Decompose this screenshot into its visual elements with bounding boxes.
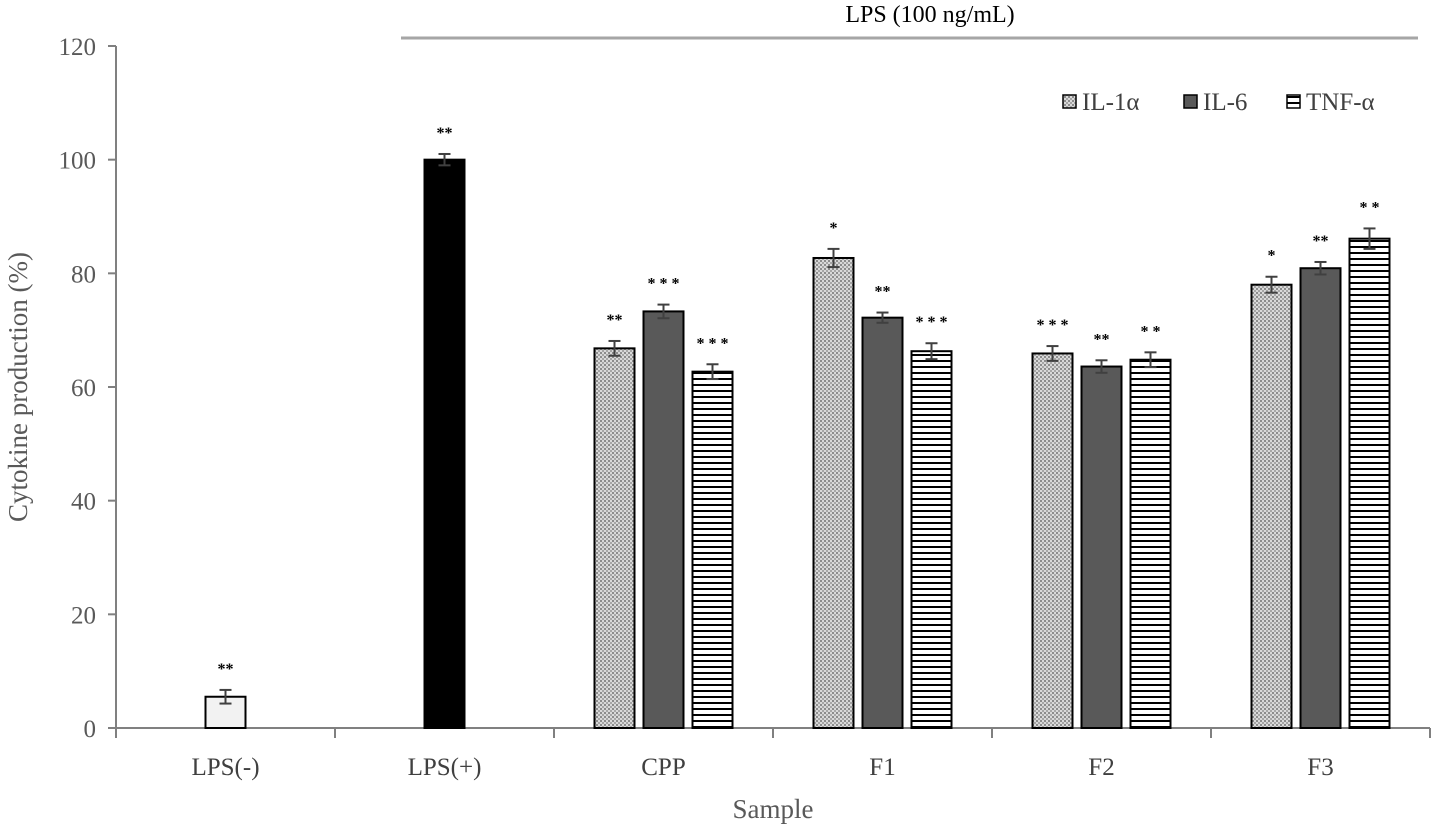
bars-group: ******* * ** * ***** * * * * *** * ***** * bbox=[204, 125, 1391, 729]
y-tick-label: 20 bbox=[71, 602, 96, 629]
y-tick-label: 100 bbox=[59, 148, 97, 175]
control-1-significance: ** bbox=[437, 125, 453, 142]
x-axis-title: Sample bbox=[733, 794, 814, 824]
legend-swatch bbox=[1183, 94, 1198, 109]
x-category-label: F2 bbox=[1088, 754, 1114, 781]
legend-label: TNF-α bbox=[1306, 89, 1375, 116]
group-1-series-2-bar bbox=[910, 350, 953, 729]
y-axis-title: Cytokine production (%) bbox=[3, 252, 33, 522]
legend-swatch bbox=[1286, 94, 1301, 109]
group-3-series-1-significance: ** bbox=[1313, 233, 1329, 250]
y-tick-label: 80 bbox=[71, 261, 96, 288]
group-3-series-2-bar bbox=[1348, 237, 1391, 729]
control-0-significance: ** bbox=[218, 661, 234, 678]
legend: IL-1α IL-6 TNF-α bbox=[1062, 89, 1375, 116]
group-2-series-1-bar bbox=[1080, 365, 1123, 729]
legend-label: IL-6 bbox=[1203, 89, 1247, 116]
group-1-series-1-bar bbox=[861, 316, 904, 729]
group-1-series-2-significance: * * * bbox=[916, 314, 948, 331]
group-0-series-2-bar bbox=[691, 370, 734, 729]
x-category-label: CPP bbox=[641, 754, 685, 781]
group-0-series-1-significance: * * * bbox=[648, 276, 680, 293]
y-axis-ticks: 0 20 40 60 80 100 120 bbox=[59, 34, 116, 743]
group-3-series-0-significance: * bbox=[1268, 248, 1276, 265]
x-category-label: F1 bbox=[869, 754, 895, 781]
group-0-series-2-significance: * * * bbox=[697, 335, 729, 352]
y-tick-label: 60 bbox=[71, 375, 96, 402]
group-1-series-0-significance: * bbox=[830, 220, 838, 237]
y-tick-label: 40 bbox=[71, 489, 96, 516]
x-axis-ticks: LPS(-) LPS(+) CPP F1 F2 F3 bbox=[115, 728, 1431, 781]
group-2-series-1-significance: ** bbox=[1094, 331, 1110, 348]
group-2-series-2-significance: * * bbox=[1141, 323, 1161, 340]
legend-swatch bbox=[1062, 94, 1077, 109]
group-3-series-2-significance: * * bbox=[1360, 199, 1380, 216]
y-tick-label: 0 bbox=[84, 716, 97, 743]
x-category-label: LPS(-) bbox=[191, 754, 259, 781]
x-category-label: LPS(+) bbox=[408, 754, 482, 781]
group-1-series-0-bar bbox=[812, 256, 855, 729]
group-3-series-1-bar bbox=[1299, 267, 1342, 729]
group-0-series-1-bar bbox=[642, 310, 685, 729]
control-1-bar bbox=[423, 158, 466, 729]
group-0-series-0-bar bbox=[593, 347, 636, 729]
group-3-series-0-bar bbox=[1250, 283, 1293, 729]
y-tick-label: 120 bbox=[59, 34, 97, 61]
group-2-series-2-bar bbox=[1129, 358, 1172, 729]
group-2-series-0-bar bbox=[1031, 352, 1074, 729]
x-category-label: F3 bbox=[1307, 754, 1333, 781]
group-0-series-0-significance: ** bbox=[607, 312, 623, 329]
group-2-series-0-significance: * * * bbox=[1037, 317, 1069, 334]
group-1-series-1-significance: ** bbox=[875, 284, 891, 301]
legend-label: IL-1α bbox=[1082, 89, 1140, 116]
lps-bracket-label: LPS (100 ng/mL) bbox=[845, 2, 1014, 28]
